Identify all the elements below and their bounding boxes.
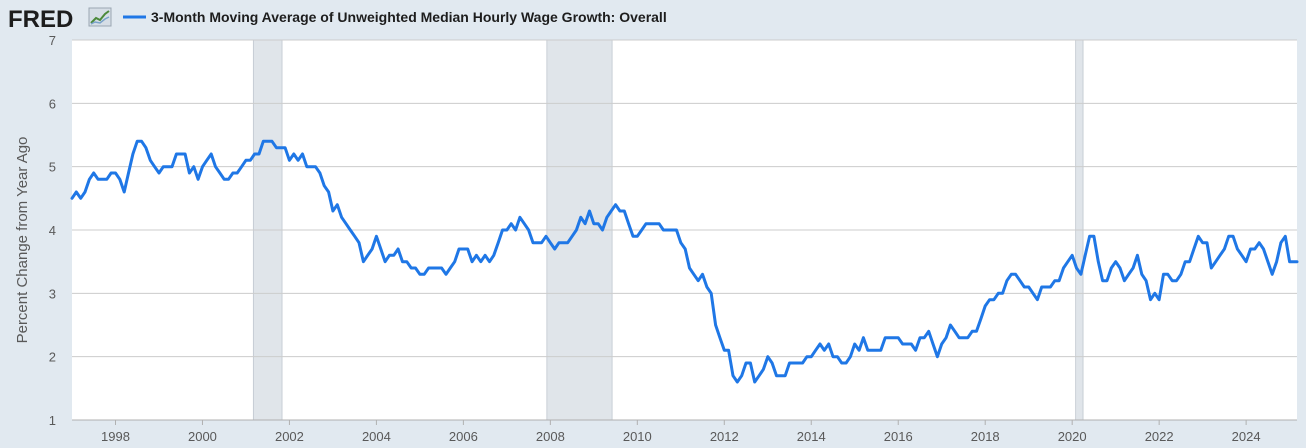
- y-axis-title: Percent Change from Year Ago: [14, 137, 31, 344]
- y-tick-label: 1: [49, 413, 56, 428]
- x-tick-label: 2012: [710, 429, 739, 444]
- x-tick-label: 2010: [623, 429, 652, 444]
- y-tick-label: 2: [49, 350, 56, 365]
- x-tick-label: 2000: [188, 429, 217, 444]
- trend-line-icon: [88, 7, 112, 27]
- y-tick-label: 6: [49, 96, 56, 111]
- y-tick-label: 5: [49, 160, 56, 175]
- legend-label[interactable]: 3-Month Moving Average of Unweighted Med…: [151, 9, 667, 25]
- y-axis: 1 2 3 4 5 6 7: [49, 33, 56, 428]
- y-tick-label: 4: [49, 223, 56, 238]
- series-layer: [70, 139, 1299, 384]
- x-tick-label: 2004: [362, 429, 391, 444]
- x-tick-label: 2002: [275, 429, 304, 444]
- x-tick-label: 2022: [1145, 429, 1174, 444]
- y-tick-label: 3: [49, 286, 56, 301]
- x-tick-label: 2016: [884, 429, 913, 444]
- x-tick-label: 1998: [101, 429, 130, 444]
- series-line[interactable]: [70, 139, 1299, 384]
- x-axis: 1998 2000 2002 2004 2006 2008 2010 2012 2014 2016…: [72, 419, 1297, 444]
- x-tick-label: 2006: [449, 429, 478, 444]
- y-tick-label: 7: [49, 33, 56, 48]
- x-tick-label: 2018: [971, 429, 1000, 444]
- fred-logo[interactable]: FRED: [8, 6, 73, 33]
- x-tick-label: 2008: [536, 429, 565, 444]
- x-tick-label: 2020: [1058, 429, 1087, 444]
- x-tick-label: 2024: [1232, 429, 1261, 444]
- x-tick-label: 2014: [797, 429, 826, 444]
